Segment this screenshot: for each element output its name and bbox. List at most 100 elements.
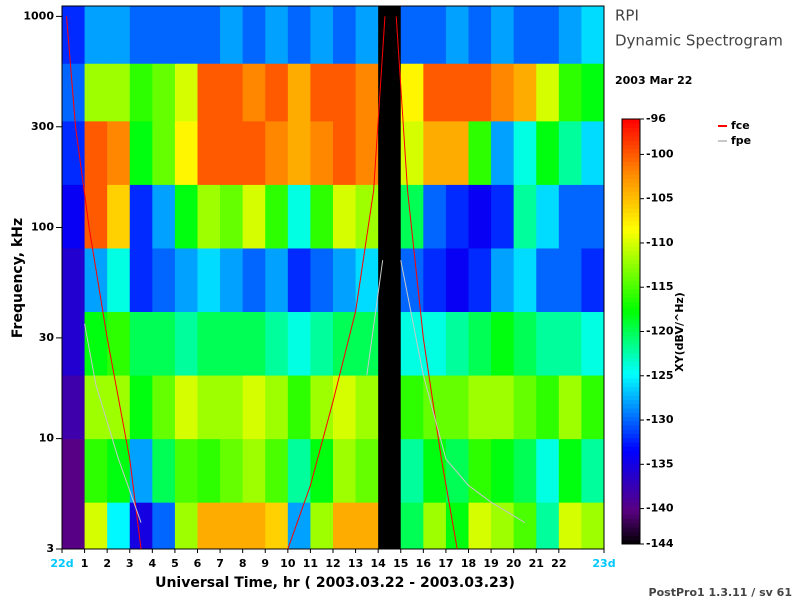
colorbar-segment (622, 454, 640, 460)
spectrogram-cell (581, 247, 605, 313)
spectrogram-cell (242, 247, 266, 313)
colorbar-segment (622, 348, 640, 354)
spectrogram-cell (287, 311, 311, 376)
spectrogram-cell (197, 375, 221, 440)
spectrogram-cell (107, 247, 131, 313)
x-tick-label: 21 (529, 557, 544, 570)
colorbar-segment (622, 527, 640, 532)
spectrogram-cell (220, 438, 244, 503)
colorbar-segment (622, 471, 640, 477)
spectrogram-cell (355, 63, 379, 122)
colorbar-segment (622, 539, 640, 545)
spectrogram-cell (513, 438, 537, 503)
spectrogram-cell (310, 438, 334, 503)
spectrogram-cell (220, 247, 244, 313)
colorbar-segment (622, 459, 640, 464)
spectrogram-cell (220, 375, 244, 440)
colorbar-tick-label: -135 (646, 457, 674, 470)
colorbar-segment (622, 497, 640, 502)
colorbar-segment (622, 510, 640, 515)
colorbar-tick-label: -130 (646, 413, 674, 426)
colorbar-segment (622, 144, 640, 150)
colorbar-segment (622, 178, 640, 184)
spectrogram-cell (287, 247, 311, 313)
spectrogram-cell (129, 502, 153, 550)
spectrogram-cell (445, 502, 469, 550)
x-tick-label: 1 (81, 557, 89, 570)
x-tick-label: 3 (126, 557, 134, 570)
colorbar-segment (622, 488, 640, 494)
x-tick-label: 18 (461, 557, 476, 570)
spectrogram-cell (287, 63, 311, 122)
colorbar-segment (622, 208, 640, 213)
colorbar-segment (622, 297, 640, 303)
spectrogram-cell (152, 184, 176, 249)
spectrogram-cell (84, 120, 108, 185)
colorbar-segment (622, 374, 640, 379)
chart-title: RPI (615, 7, 639, 25)
colorbar-segment (622, 238, 640, 243)
spectrogram-cell (445, 120, 469, 185)
spectrogram-cell (491, 184, 515, 249)
date-label: 2003 Mar 22 (615, 74, 692, 87)
colorbar-segment (622, 391, 640, 396)
colorbar-label: XY(dBV/^Hz) (673, 292, 686, 372)
x-tick-label: 13 (348, 557, 363, 570)
colorbar-segment (622, 255, 640, 260)
colorbar-segment (622, 157, 640, 162)
spectrogram-cell (129, 311, 153, 376)
colorbar-segment (622, 170, 640, 175)
colorbar-segment (622, 518, 640, 524)
colorbar-segment (622, 136, 640, 141)
spectrogram-cell (445, 6, 469, 64)
spectrogram-cell (468, 502, 492, 550)
spectrogram-cell (197, 502, 221, 550)
spectrogram-cell (378, 311, 402, 376)
spectrogram-cell (513, 184, 537, 249)
spectrogram-cell (197, 247, 221, 313)
series-line (366, 260, 384, 376)
spectrogram-cell (287, 6, 311, 64)
colorbar-segment (622, 293, 640, 298)
colorbar-tick-label: -110 (646, 236, 674, 249)
colorbar-segment (622, 250, 640, 256)
colorbar-segment (622, 127, 640, 133)
colorbar-segment (622, 153, 640, 158)
spectrogram-cell (491, 6, 515, 64)
spectrogram-cell (333, 6, 357, 64)
series-line (66, 16, 142, 550)
colorbar-segment (622, 165, 640, 171)
colorbar-segment (622, 335, 640, 341)
colorbar-segment (622, 148, 640, 154)
x-tick-label: 16 (416, 557, 432, 570)
spectrogram-cell (129, 63, 153, 122)
colorbar-segment (622, 484, 640, 490)
colorbar-segment (622, 306, 640, 311)
spectrogram-cell (310, 120, 334, 185)
y-tick-label: 300 (31, 120, 54, 133)
spectrogram-cell (242, 375, 266, 440)
spectrogram-cell (400, 502, 424, 550)
colorbar-segment (622, 361, 640, 366)
spectrogram-cell (513, 311, 537, 376)
spectrogram-cell (242, 63, 266, 122)
spectrogram-cell (378, 184, 402, 249)
spectrogram-cell (536, 120, 560, 185)
spectrogram-cell (513, 6, 537, 64)
colorbar-segment (622, 191, 640, 196)
spectrogram-cell (536, 6, 560, 64)
spectrogram-cell (333, 311, 357, 376)
spectrogram-cell (265, 247, 289, 313)
colorbar-segment (622, 280, 640, 286)
spectrogram-cell (445, 311, 469, 376)
spectrogram-cell (581, 502, 605, 550)
spectrogram-cell (310, 6, 334, 64)
spectrogram-cell (220, 63, 244, 122)
spectrogram-cell (558, 63, 582, 122)
spectrogram-cell (468, 247, 492, 313)
spectrogram-cell (107, 311, 131, 376)
y-axis-label: Frequency, kHz (10, 218, 26, 338)
colorbar-segment (622, 433, 640, 439)
spectrogram-cell (107, 438, 131, 503)
